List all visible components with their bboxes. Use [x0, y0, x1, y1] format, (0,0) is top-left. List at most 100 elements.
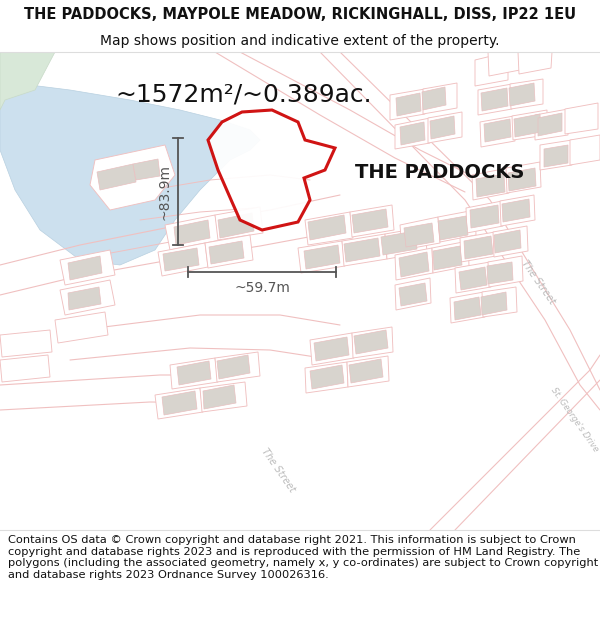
Polygon shape — [488, 52, 520, 76]
Polygon shape — [170, 358, 218, 389]
Polygon shape — [158, 243, 208, 276]
Polygon shape — [217, 355, 250, 379]
Polygon shape — [459, 267, 487, 290]
Polygon shape — [60, 250, 115, 285]
Polygon shape — [509, 83, 535, 106]
Polygon shape — [395, 278, 431, 310]
Polygon shape — [400, 122, 425, 145]
Polygon shape — [478, 84, 512, 115]
Polygon shape — [305, 362, 348, 393]
Polygon shape — [538, 113, 562, 136]
Polygon shape — [480, 116, 515, 147]
Text: ~83.9m: ~83.9m — [157, 164, 171, 219]
Polygon shape — [400, 217, 440, 250]
Polygon shape — [305, 212, 353, 245]
Polygon shape — [454, 297, 481, 320]
Polygon shape — [310, 333, 354, 365]
Polygon shape — [432, 241, 469, 273]
Polygon shape — [438, 216, 468, 240]
Polygon shape — [177, 361, 211, 385]
Polygon shape — [518, 52, 552, 74]
Polygon shape — [466, 201, 503, 233]
Polygon shape — [488, 256, 523, 287]
Polygon shape — [399, 252, 429, 277]
Polygon shape — [203, 385, 236, 409]
Polygon shape — [481, 88, 508, 111]
Polygon shape — [535, 109, 568, 140]
Polygon shape — [460, 232, 496, 262]
Text: Map shows position and indicative extent of the property.: Map shows position and indicative extent… — [100, 34, 500, 48]
Text: The Street: The Street — [519, 258, 557, 306]
Polygon shape — [55, 312, 108, 343]
Polygon shape — [422, 87, 446, 110]
Polygon shape — [484, 119, 511, 142]
Polygon shape — [508, 168, 536, 191]
Polygon shape — [200, 382, 247, 412]
Polygon shape — [476, 174, 505, 197]
Polygon shape — [218, 213, 254, 238]
Polygon shape — [304, 245, 340, 269]
Polygon shape — [472, 168, 509, 200]
Polygon shape — [215, 352, 260, 382]
Polygon shape — [464, 236, 493, 259]
Polygon shape — [344, 238, 380, 262]
Polygon shape — [0, 52, 55, 110]
Polygon shape — [514, 114, 541, 137]
Polygon shape — [506, 162, 541, 193]
Polygon shape — [174, 220, 210, 245]
Polygon shape — [354, 330, 388, 354]
Polygon shape — [396, 93, 421, 116]
Polygon shape — [349, 359, 383, 383]
Polygon shape — [512, 110, 547, 140]
Polygon shape — [570, 135, 600, 165]
Polygon shape — [428, 112, 462, 143]
Polygon shape — [481, 292, 507, 315]
Polygon shape — [455, 262, 491, 293]
Polygon shape — [500, 195, 535, 226]
Polygon shape — [298, 241, 345, 273]
Polygon shape — [68, 287, 101, 310]
Polygon shape — [342, 234, 387, 266]
Polygon shape — [347, 356, 389, 387]
Polygon shape — [68, 256, 102, 280]
Polygon shape — [90, 145, 175, 210]
Text: Contains OS data © Crown copyright and database right 2021. This information is : Contains OS data © Crown copyright and d… — [8, 535, 598, 580]
Polygon shape — [493, 226, 528, 257]
Text: THE PADDOCKS: THE PADDOCKS — [355, 162, 524, 181]
Polygon shape — [97, 164, 136, 190]
Polygon shape — [133, 159, 160, 180]
Text: ~1572m²/~0.389ac.: ~1572m²/~0.389ac. — [115, 83, 371, 107]
Polygon shape — [390, 89, 425, 120]
Polygon shape — [487, 262, 513, 284]
Text: THE PADDOCKS, MAYPOLE MEADOW, RICKINGHALL, DISS, IP22 1EU: THE PADDOCKS, MAYPOLE MEADOW, RICKINGHAL… — [24, 7, 576, 22]
Polygon shape — [385, 227, 427, 259]
Polygon shape — [0, 355, 50, 382]
Polygon shape — [352, 209, 388, 233]
Polygon shape — [540, 140, 572, 170]
Polygon shape — [470, 205, 499, 228]
Polygon shape — [395, 248, 433, 280]
Text: The Street: The Street — [259, 446, 297, 494]
Polygon shape — [430, 116, 455, 139]
Polygon shape — [205, 235, 253, 268]
Polygon shape — [352, 327, 393, 358]
Polygon shape — [510, 79, 543, 109]
Polygon shape — [438, 210, 476, 242]
Polygon shape — [215, 207, 263, 240]
Polygon shape — [482, 287, 517, 317]
Polygon shape — [209, 241, 244, 264]
Polygon shape — [395, 118, 430, 149]
Polygon shape — [381, 231, 417, 255]
Polygon shape — [544, 145, 568, 167]
Polygon shape — [314, 337, 349, 361]
Polygon shape — [423, 83, 457, 114]
Text: St. George's Drive: St. George's Drive — [550, 386, 600, 454]
Polygon shape — [565, 103, 598, 134]
Polygon shape — [163, 248, 199, 271]
Polygon shape — [433, 246, 462, 270]
Polygon shape — [60, 280, 115, 315]
Polygon shape — [0, 52, 260, 265]
Polygon shape — [0, 330, 52, 357]
Polygon shape — [350, 205, 394, 237]
Polygon shape — [475, 52, 508, 86]
